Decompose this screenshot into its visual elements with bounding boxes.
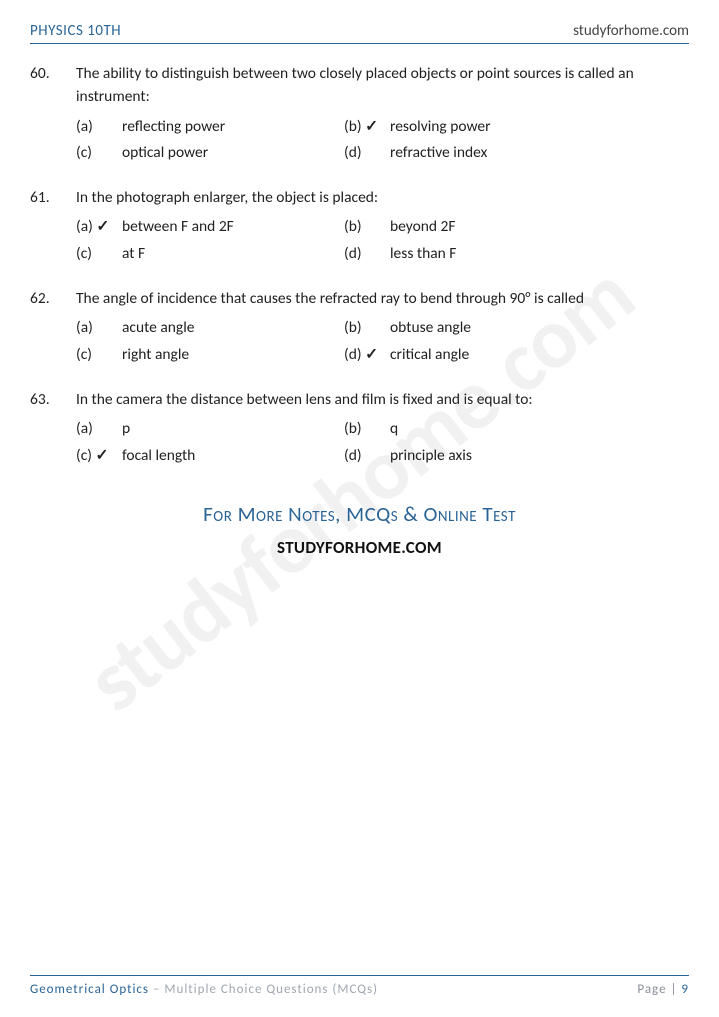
option-label: (b) <box>344 316 390 341</box>
option-text: resolving power <box>390 115 689 140</box>
page: studyforhome.com PHYSICS 10TH studyforho… <box>0 0 719 1017</box>
option-label: (d) ✓ <box>344 343 390 368</box>
option-row: (c) at F (d) less than F <box>76 242 689 267</box>
question-text: The ability to distinguish between two c… <box>76 62 689 109</box>
question-block: 62. The angle of incidence that causes t… <box>30 287 689 368</box>
more-notes-heading: For More Notes, MCQs & Online Test <box>30 501 689 527</box>
footer-page-label: Page | <box>637 982 681 997</box>
check-icon: ✓ <box>96 217 109 236</box>
option-row: (a) acute angle (b) obtuse angle <box>76 316 689 341</box>
option-label: (c) <box>76 343 122 368</box>
option: (d) less than F <box>344 242 689 267</box>
question-number: 63. <box>30 388 76 411</box>
option-label: (a) ✓ <box>76 215 122 240</box>
question: 61. In the photograph enlarger, the obje… <box>30 186 689 209</box>
study-url: STUDYFORHOME.COM <box>30 537 689 558</box>
check-icon: ✓ <box>365 117 378 136</box>
study-url-rest: .COM <box>401 537 442 558</box>
option-label: (d) <box>344 444 390 469</box>
question-text: In the camera the distance between lens … <box>76 388 689 411</box>
question-block: 60. The ability to distinguish between t… <box>30 62 689 166</box>
option: (d) refractive index <box>344 141 689 166</box>
option-label: (a) <box>76 115 122 140</box>
page-footer: Geometrical Optics – Multiple Choice Que… <box>30 975 689 997</box>
option: (c) at F <box>76 242 344 267</box>
option-text: obtuse angle <box>390 316 689 341</box>
question-number: 61. <box>30 186 76 209</box>
option-row: (a) ✓ between F and 2F (b) beyond 2F <box>76 215 689 240</box>
option: (b) ✓ resolving power <box>344 115 689 140</box>
study-url-bold: STUDYFORHOME <box>277 537 401 558</box>
question: 63. In the camera the distance between l… <box>30 388 689 411</box>
option-text: principle axis <box>390 444 689 469</box>
check-icon: ✓ <box>365 345 378 364</box>
option: (a) ✓ between F and 2F <box>76 215 344 240</box>
option-row: (c) right angle (d) ✓ critical angle <box>76 343 689 368</box>
question: 60. The ability to distinguish between t… <box>30 62 689 109</box>
footer-topic: Geometrical Optics <box>30 982 149 997</box>
header-site: studyforhome.com <box>573 22 689 40</box>
question-number: 62. <box>30 287 76 310</box>
header-subject: PHYSICS 10TH <box>30 22 121 40</box>
option-label: (c) <box>76 141 122 166</box>
question-block: 61. In the photograph enlarger, the obje… <box>30 186 689 267</box>
option-text: between F and 2F <box>122 215 344 240</box>
page-header: PHYSICS 10TH studyforhome.com <box>30 22 689 44</box>
option: (d) ✓ critical angle <box>344 343 689 368</box>
option-label: (a) <box>76 316 122 341</box>
option: (a) p <box>76 417 344 442</box>
option-text: p <box>122 417 344 442</box>
option-label: (a) <box>76 417 122 442</box>
option-text: focal length <box>122 444 344 469</box>
question: 62. The angle of incidence that causes t… <box>30 287 689 310</box>
footer-right: Page | 9 <box>637 982 689 997</box>
question-number: 60. <box>30 62 76 109</box>
option: (b) obtuse angle <box>344 316 689 341</box>
content: 60. The ability to distinguish between t… <box>30 62 689 558</box>
option: (b) q <box>344 417 689 442</box>
option: (d) principle axis <box>344 444 689 469</box>
option: (c) right angle <box>76 343 344 368</box>
option-text: reflecting power <box>122 115 344 140</box>
option-text: less than F <box>390 242 689 267</box>
option: (a) acute angle <box>76 316 344 341</box>
check-icon: ✓ <box>95 446 108 465</box>
footer-subtitle: – Multiple Choice Questions (MCQs) <box>149 982 378 997</box>
option-label: (d) <box>344 141 390 166</box>
footer-left: Geometrical Optics – Multiple Choice Que… <box>30 982 378 997</box>
option-label: (b) <box>344 417 390 442</box>
option-text: right angle <box>122 343 344 368</box>
option-text: acute angle <box>122 316 344 341</box>
option-row: (c) optical power (d) refractive index <box>76 141 689 166</box>
option-text: optical power <box>122 141 344 166</box>
option-label: (c) <box>76 242 122 267</box>
footer-page-number: 9 <box>681 982 689 997</box>
question-text: The angle of incidence that causes the r… <box>76 287 689 310</box>
option-row: (c) ✓ focal length (d) principle axis <box>76 444 689 469</box>
option-text: at F <box>122 242 344 267</box>
question-text: In the photograph enlarger, the object i… <box>76 186 689 209</box>
option-row: (a) reflecting power (b) ✓ resolving pow… <box>76 115 689 140</box>
option-text: q <box>390 417 689 442</box>
option-label: (b) ✓ <box>344 115 390 140</box>
option-label: (b) <box>344 215 390 240</box>
option: (a) reflecting power <box>76 115 344 140</box>
option: (b) beyond 2F <box>344 215 689 240</box>
question-block: 63. In the camera the distance between l… <box>30 388 689 469</box>
option-text: beyond 2F <box>390 215 689 240</box>
option-label: (d) <box>344 242 390 267</box>
option: (c) optical power <box>76 141 344 166</box>
option-label: (c) ✓ <box>76 444 122 469</box>
option-row: (a) p (b) q <box>76 417 689 442</box>
option-text: refractive index <box>390 141 689 166</box>
option-text: critical angle <box>390 343 689 368</box>
option: (c) ✓ focal length <box>76 444 344 469</box>
